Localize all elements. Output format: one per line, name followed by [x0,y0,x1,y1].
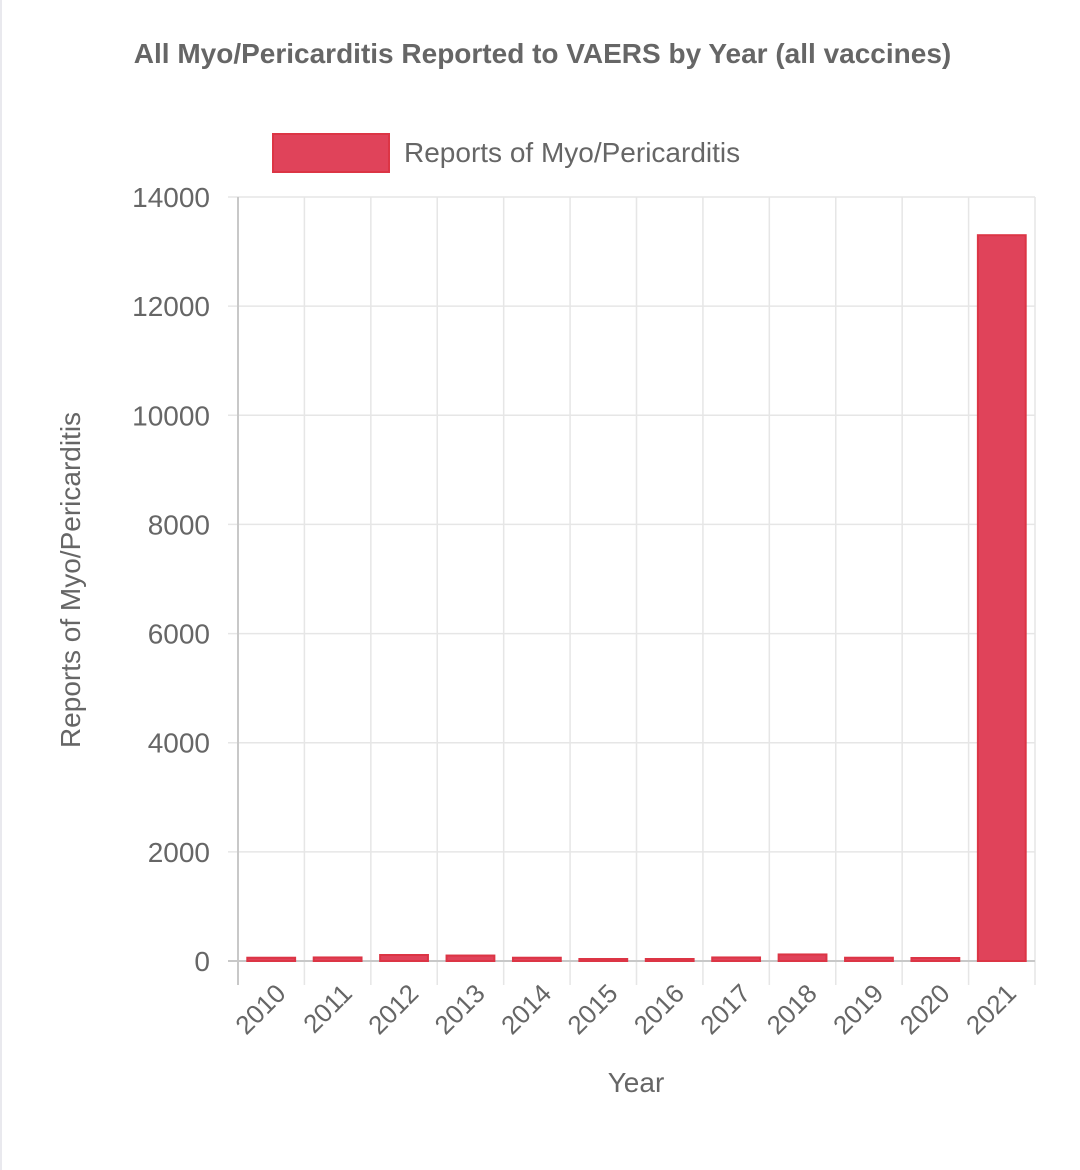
x-tick-label: 2021 [960,978,1022,1040]
x-tick-label: 2010 [229,978,291,1040]
y-tick-label: 14000 [132,182,210,213]
x-tick-label: 2011 [297,978,358,1039]
y-tick-labels: 0 2000 4000 6000 8000 10000 12000 14000 [132,182,210,977]
bar-2012[interactable] [379,953,429,962]
x-tick-labels: 2010 2011 2012 2013 2014 2015 2016 2017 2018 2019… [229,978,1022,1040]
bar-2014[interactable] [511,956,562,962]
chart-title: All Myo/Pericarditis Reported to VAERS b… [133,38,952,69]
bar-2019[interactable] [844,956,894,962]
bar-2013[interactable] [445,954,496,962]
y-axis-title: Reports of Myo/Pericarditis [55,412,86,748]
bar-2018[interactable] [777,953,828,962]
chart-legend[interactable]: Reports of Myo/Pericarditis [272,131,740,175]
x-tick-label: 2012 [362,978,424,1040]
grid-lines [228,196,1036,985]
bar-2021[interactable] [976,234,1027,962]
x-tick-label: 2013 [429,978,491,1040]
bar-2016[interactable] [644,958,695,962]
y-tick-label: 10000 [132,400,210,431]
bars [246,234,1027,963]
x-tick-label: 2019 [827,978,889,1040]
bar-2017[interactable] [711,956,762,963]
bar-2015[interactable] [578,958,629,962]
legend-label: Reports of Myo/Pericarditis [404,137,741,168]
x-axis-title: Year [608,1067,665,1098]
bar-2020[interactable] [910,956,961,963]
x-tick-label: 2016 [628,978,690,1040]
y-tick-label: 4000 [148,728,210,759]
x-tick-label: 2020 [894,978,956,1040]
y-tick-label: 6000 [148,619,210,650]
legend-swatch[interactable] [272,133,390,173]
y-tick-label: 8000 [148,509,210,540]
axes [228,197,1035,985]
bar-2011[interactable] [312,956,363,963]
y-tick-label: 12000 [132,291,210,322]
page-left-border [0,0,2,1170]
y-tick-label: 2000 [148,837,210,868]
bar-2010[interactable] [246,956,297,962]
x-tick-label: 2014 [495,978,557,1040]
y-tick-label: 0 [194,946,210,977]
x-tick-label: 2015 [561,978,623,1040]
x-tick-label: 2018 [761,978,823,1040]
x-tick-label: 2017 [694,978,756,1040]
